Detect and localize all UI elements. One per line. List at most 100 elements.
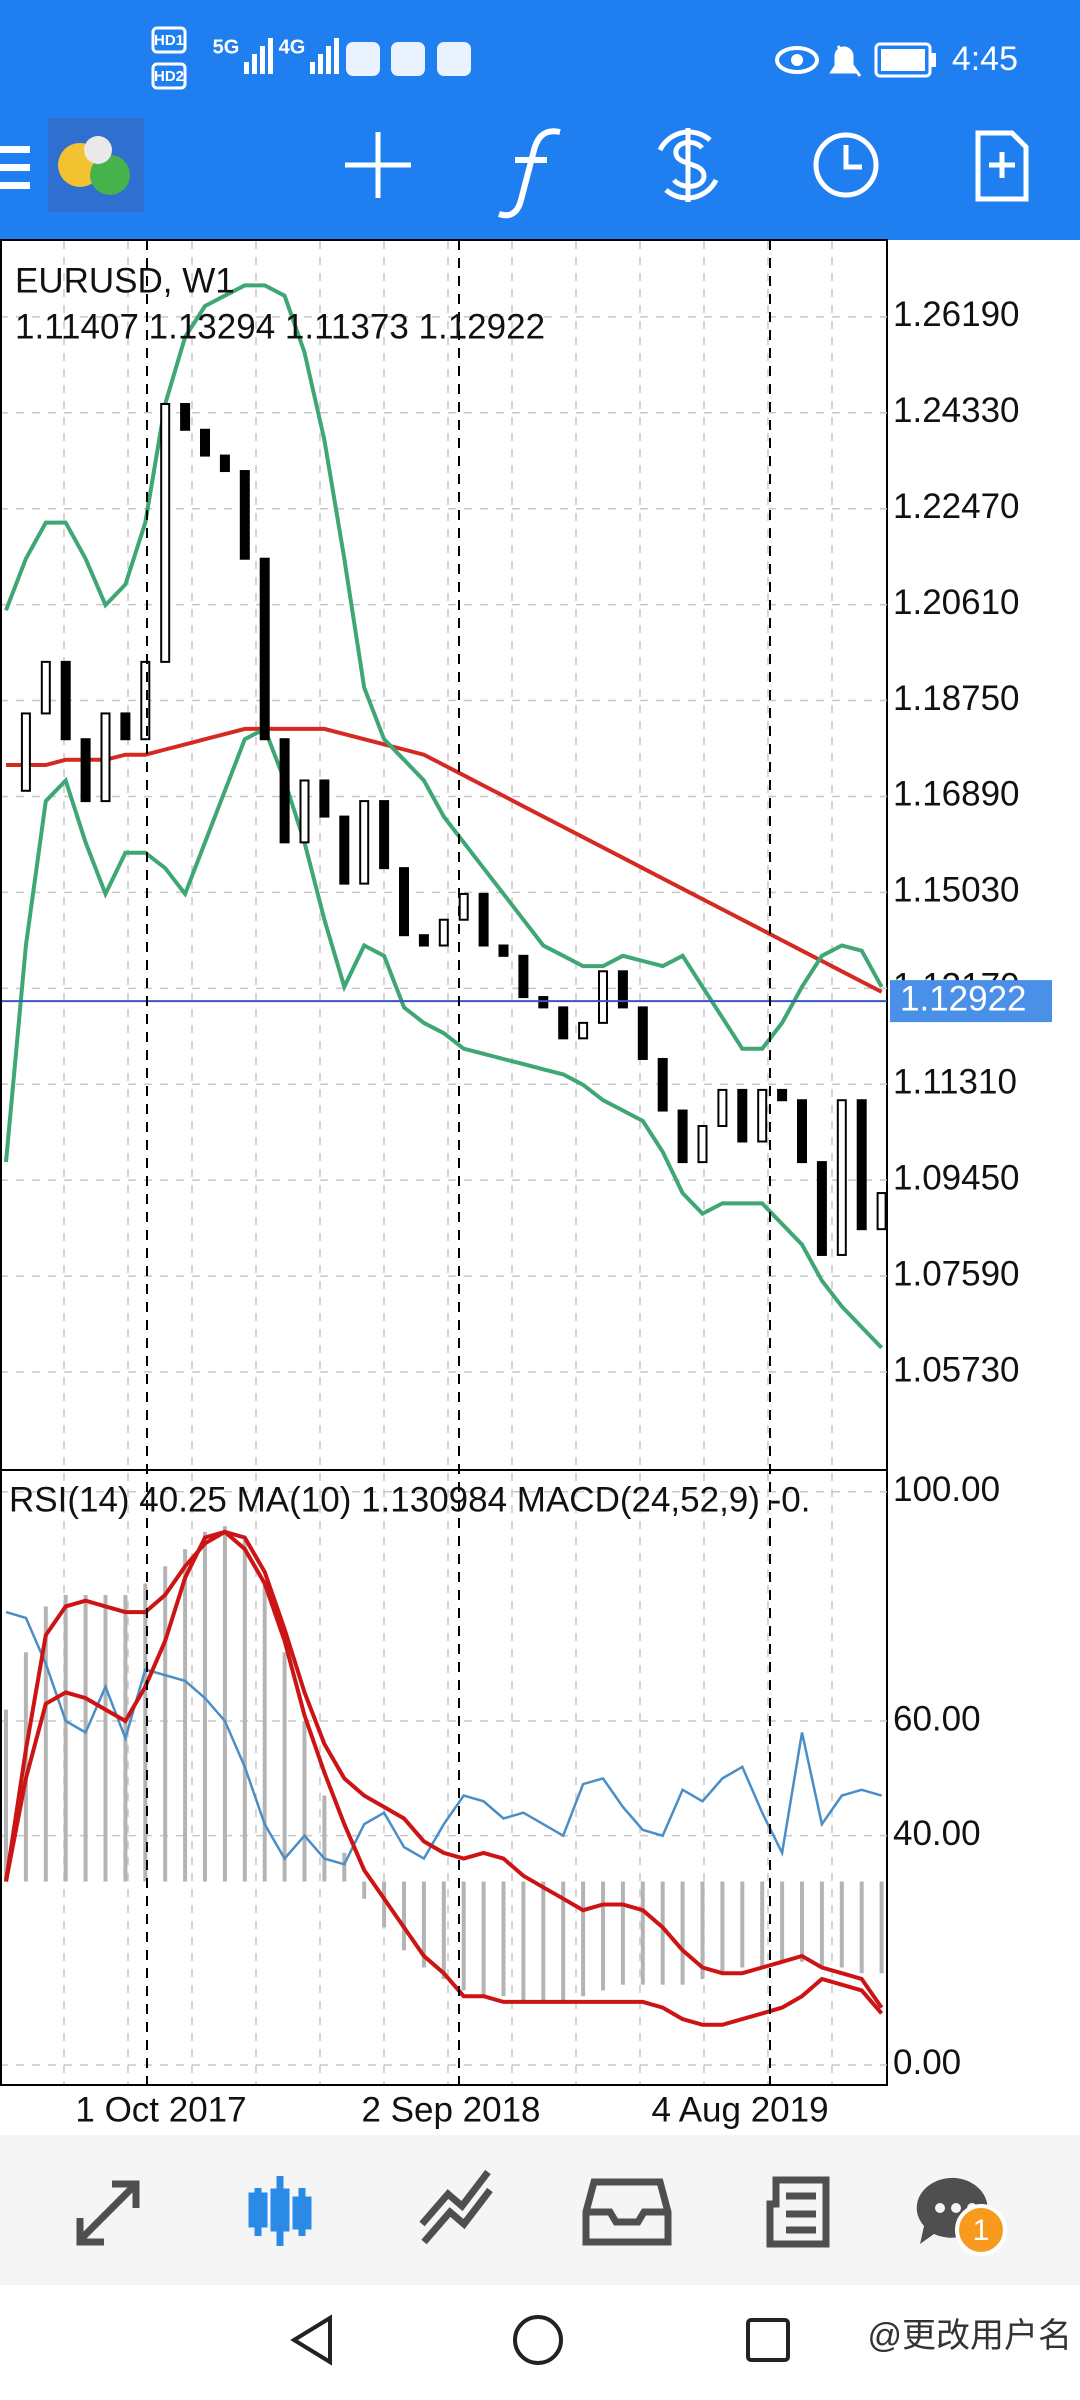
histogram-bar bbox=[203, 1531, 207, 1882]
histogram-bar bbox=[242, 1537, 247, 1882]
histogram-bar bbox=[4, 1709, 8, 1882]
candle bbox=[239, 470, 250, 560]
y-tick-label: 1.07590 bbox=[893, 1254, 1020, 1293]
candle bbox=[876, 1192, 887, 1231]
histogram-bar bbox=[362, 1881, 367, 1899]
mt4-logo[interactable] bbox=[48, 118, 144, 212]
histogram-bar bbox=[740, 1881, 745, 1968]
y-tick-label: 1.09450 bbox=[893, 1158, 1020, 1197]
net-4g: 4G bbox=[279, 36, 306, 58]
candle bbox=[20, 712, 31, 792]
candle bbox=[379, 800, 390, 870]
histogram-bar bbox=[859, 1881, 864, 1974]
back-button[interactable] bbox=[290, 2314, 332, 2366]
candle bbox=[359, 800, 370, 885]
hd1: HD1 bbox=[154, 32, 184, 49]
hd2: HD2 bbox=[154, 68, 184, 85]
y-tick-label: 60.00 bbox=[893, 1699, 981, 1738]
candle bbox=[120, 712, 131, 741]
news-tab[interactable] bbox=[766, 2176, 830, 2248]
histogram-bar bbox=[222, 1526, 227, 1882]
candle bbox=[498, 944, 509, 957]
candle bbox=[816, 1161, 827, 1256]
app-icon bbox=[437, 42, 471, 76]
app-icon bbox=[391, 42, 425, 76]
histogram-bar bbox=[521, 1881, 526, 2002]
histogram-bar bbox=[441, 1881, 446, 1979]
badge-count: 1 bbox=[973, 2214, 990, 2247]
trade-tab[interactable] bbox=[419, 2169, 493, 2245]
histogram-bar bbox=[382, 1881, 387, 1928]
y-tick-label: 1.05730 bbox=[893, 1350, 1020, 1389]
net-5g: 5G bbox=[213, 36, 240, 58]
menu-button[interactable] bbox=[0, 146, 30, 189]
y-tick-label: 1.22470 bbox=[893, 487, 1020, 526]
y-tick-label: 1.26190 bbox=[893, 295, 1020, 334]
histogram-bar bbox=[800, 1881, 804, 1962]
candle bbox=[797, 1099, 807, 1164]
x-label: 1 Oct 2017 bbox=[75, 2090, 246, 2129]
histogram-bar bbox=[760, 1881, 765, 1968]
histogram-bar bbox=[879, 1881, 884, 1974]
mute-icon bbox=[829, 45, 862, 77]
candle bbox=[737, 1088, 748, 1143]
candle bbox=[518, 954, 529, 999]
histogram-bar bbox=[481, 1881, 486, 1997]
candle bbox=[40, 660, 51, 715]
candle bbox=[856, 1099, 867, 1231]
bottom-nav bbox=[0, 2135, 1080, 2285]
histogram-bar bbox=[63, 1594, 68, 1882]
candle bbox=[578, 1021, 589, 1040]
badge bbox=[955, 2204, 1007, 2256]
candle bbox=[677, 1109, 688, 1164]
period-button[interactable] bbox=[813, 132, 879, 198]
candle bbox=[757, 1088, 768, 1143]
histogram-bar bbox=[700, 1881, 705, 1979]
candle bbox=[160, 403, 171, 663]
price-panel bbox=[2, 283, 887, 1373]
histogram-bar bbox=[143, 1583, 148, 1882]
histogram-bar bbox=[541, 1881, 546, 2002]
candle bbox=[458, 892, 469, 921]
candle bbox=[836, 1099, 847, 1256]
histogram-bar bbox=[819, 1881, 824, 1968]
histogram-bar bbox=[680, 1881, 685, 1985]
recents-button[interactable] bbox=[746, 2318, 790, 2362]
y-tick-label: 1.11310 bbox=[893, 1062, 1017, 1101]
candle bbox=[418, 934, 429, 947]
indicators-button[interactable] bbox=[498, 128, 561, 219]
chart-tab[interactable] bbox=[248, 2176, 312, 2246]
candle bbox=[80, 738, 91, 803]
x-label: 4 Aug 2019 bbox=[651, 2090, 828, 2129]
candle bbox=[558, 1006, 569, 1040]
trade-button[interactable] bbox=[657, 128, 719, 202]
candle bbox=[279, 738, 290, 844]
history-tab[interactable] bbox=[582, 2178, 672, 2246]
quotes-tab[interactable] bbox=[76, 2180, 140, 2246]
histogram-bar bbox=[601, 1881, 605, 1991]
battery bbox=[874, 42, 932, 78]
status-bar: HD1 HD2 5G 4G 4:45 bbox=[151, 26, 1018, 90]
crosshair-button[interactable] bbox=[345, 132, 411, 198]
last-price-box bbox=[890, 980, 1052, 1023]
candle bbox=[697, 1125, 708, 1164]
candle bbox=[777, 1088, 788, 1102]
histogram-bar bbox=[23, 1652, 28, 1882]
x-label: 2 Sep 2018 bbox=[361, 2090, 540, 2129]
home-button[interactable] bbox=[513, 2315, 563, 2365]
axes: 1.26190 1.24330 1.22470 1.20610 1.18750 1.168… bbox=[890, 295, 1052, 2082]
histogram-bar bbox=[83, 1594, 88, 1882]
histogram-bar bbox=[620, 1881, 625, 1985]
hd-box bbox=[151, 26, 187, 54]
chart-frame bbox=[0, 239, 888, 2086]
y-tick-label: 1.18750 bbox=[893, 679, 1020, 718]
histogram-bar bbox=[103, 1594, 108, 1882]
new-order-button[interactable] bbox=[975, 130, 1029, 202]
ohlc: 1.11407 1.13294 1.11373 1.12922 bbox=[15, 307, 545, 346]
candle bbox=[180, 403, 191, 431]
indicator-line bbox=[4, 1529, 884, 2027]
histogram-bar bbox=[402, 1881, 406, 1951]
histogram-bar bbox=[561, 1881, 566, 2002]
candle bbox=[339, 815, 350, 885]
